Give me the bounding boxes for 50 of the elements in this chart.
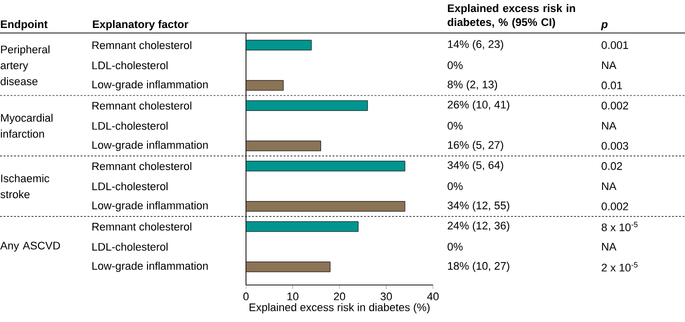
text: NA bbox=[602, 182, 616, 190]
y-tick-label: LDL-cholesterol bbox=[92, 61, 168, 70]
y-tick-label: Remnant cholesterol bbox=[92, 162, 192, 170]
text: 0.001 bbox=[602, 41, 628, 49]
x-tick-label: 0 bbox=[243, 292, 249, 300]
text: 34% (12, 55) bbox=[448, 201, 510, 212]
x-tick-label: 10 bbox=[287, 292, 298, 300]
text: Ischaemic stroke bbox=[0, 174, 50, 198]
y-tick-label: Low-grade inflammation bbox=[92, 201, 208, 212]
text: 0.002 bbox=[602, 202, 628, 210]
x-tick-label: 30 bbox=[380, 292, 392, 300]
text: 0.002 bbox=[602, 102, 628, 110]
text: 0.01 bbox=[602, 82, 622, 90]
y-tick-label: Low-grade inflammation bbox=[92, 80, 208, 91]
text: 0.003 bbox=[602, 142, 628, 150]
text: Peripheral artery disease bbox=[0, 45, 50, 86]
text: 14% (6, 23) bbox=[448, 40, 504, 50]
y-tick-label: LDL-cholesterol bbox=[92, 122, 168, 130]
y-tick-label: LDL-cholesterol bbox=[92, 182, 168, 190]
y-tick-label: Remnant cholesterol bbox=[92, 41, 192, 50]
text: 34% (5, 64) bbox=[448, 160, 504, 172]
text: NA bbox=[602, 122, 616, 130]
text: 0% bbox=[448, 182, 463, 190]
text: 0.02 bbox=[602, 162, 622, 170]
y-tick-label: Remnant cholesterol bbox=[92, 222, 192, 231]
text: 24% (12, 36) bbox=[448, 221, 510, 232]
text: p bbox=[600, 22, 608, 30]
text: 2 x 10$^{-5}$ bbox=[602, 262, 638, 272]
text: 26% (10, 41) bbox=[448, 100, 510, 111]
x-axis-title: Explained excess risk in diabetes (%) bbox=[250, 303, 430, 314]
y-tick-label: Low-grade inflammation bbox=[92, 262, 208, 272]
text: Explained excess risk in diabetes, % (95% CI) bbox=[448, 4, 576, 28]
text: 0% bbox=[448, 61, 463, 70]
text: 18% (10, 27) bbox=[448, 262, 510, 272]
y-tick-label: Low-grade inflammation bbox=[92, 140, 208, 151]
text: 0% bbox=[448, 122, 463, 130]
text: 0% bbox=[448, 242, 463, 251]
y-tick-label: LDL-cholesterol bbox=[92, 242, 168, 251]
text: NA bbox=[602, 61, 616, 70]
text: Endpoint bbox=[0, 20, 48, 30]
text: Myocardial infarction bbox=[0, 114, 52, 138]
x-tick-label: 40 bbox=[427, 292, 439, 300]
text: 8% (2, 13) bbox=[448, 80, 498, 91]
text: 8 x 10$^{-5}$ bbox=[602, 222, 638, 232]
text: 16% (5, 27) bbox=[448, 140, 504, 151]
y-tick-label: Remnant cholesterol bbox=[92, 102, 192, 110]
y-axis-title: Explanatory factor bbox=[92, 20, 188, 30]
text: Any ASCVD bbox=[0, 242, 60, 252]
x-tick-label: 20 bbox=[334, 292, 346, 300]
text: NA bbox=[602, 242, 616, 250]
